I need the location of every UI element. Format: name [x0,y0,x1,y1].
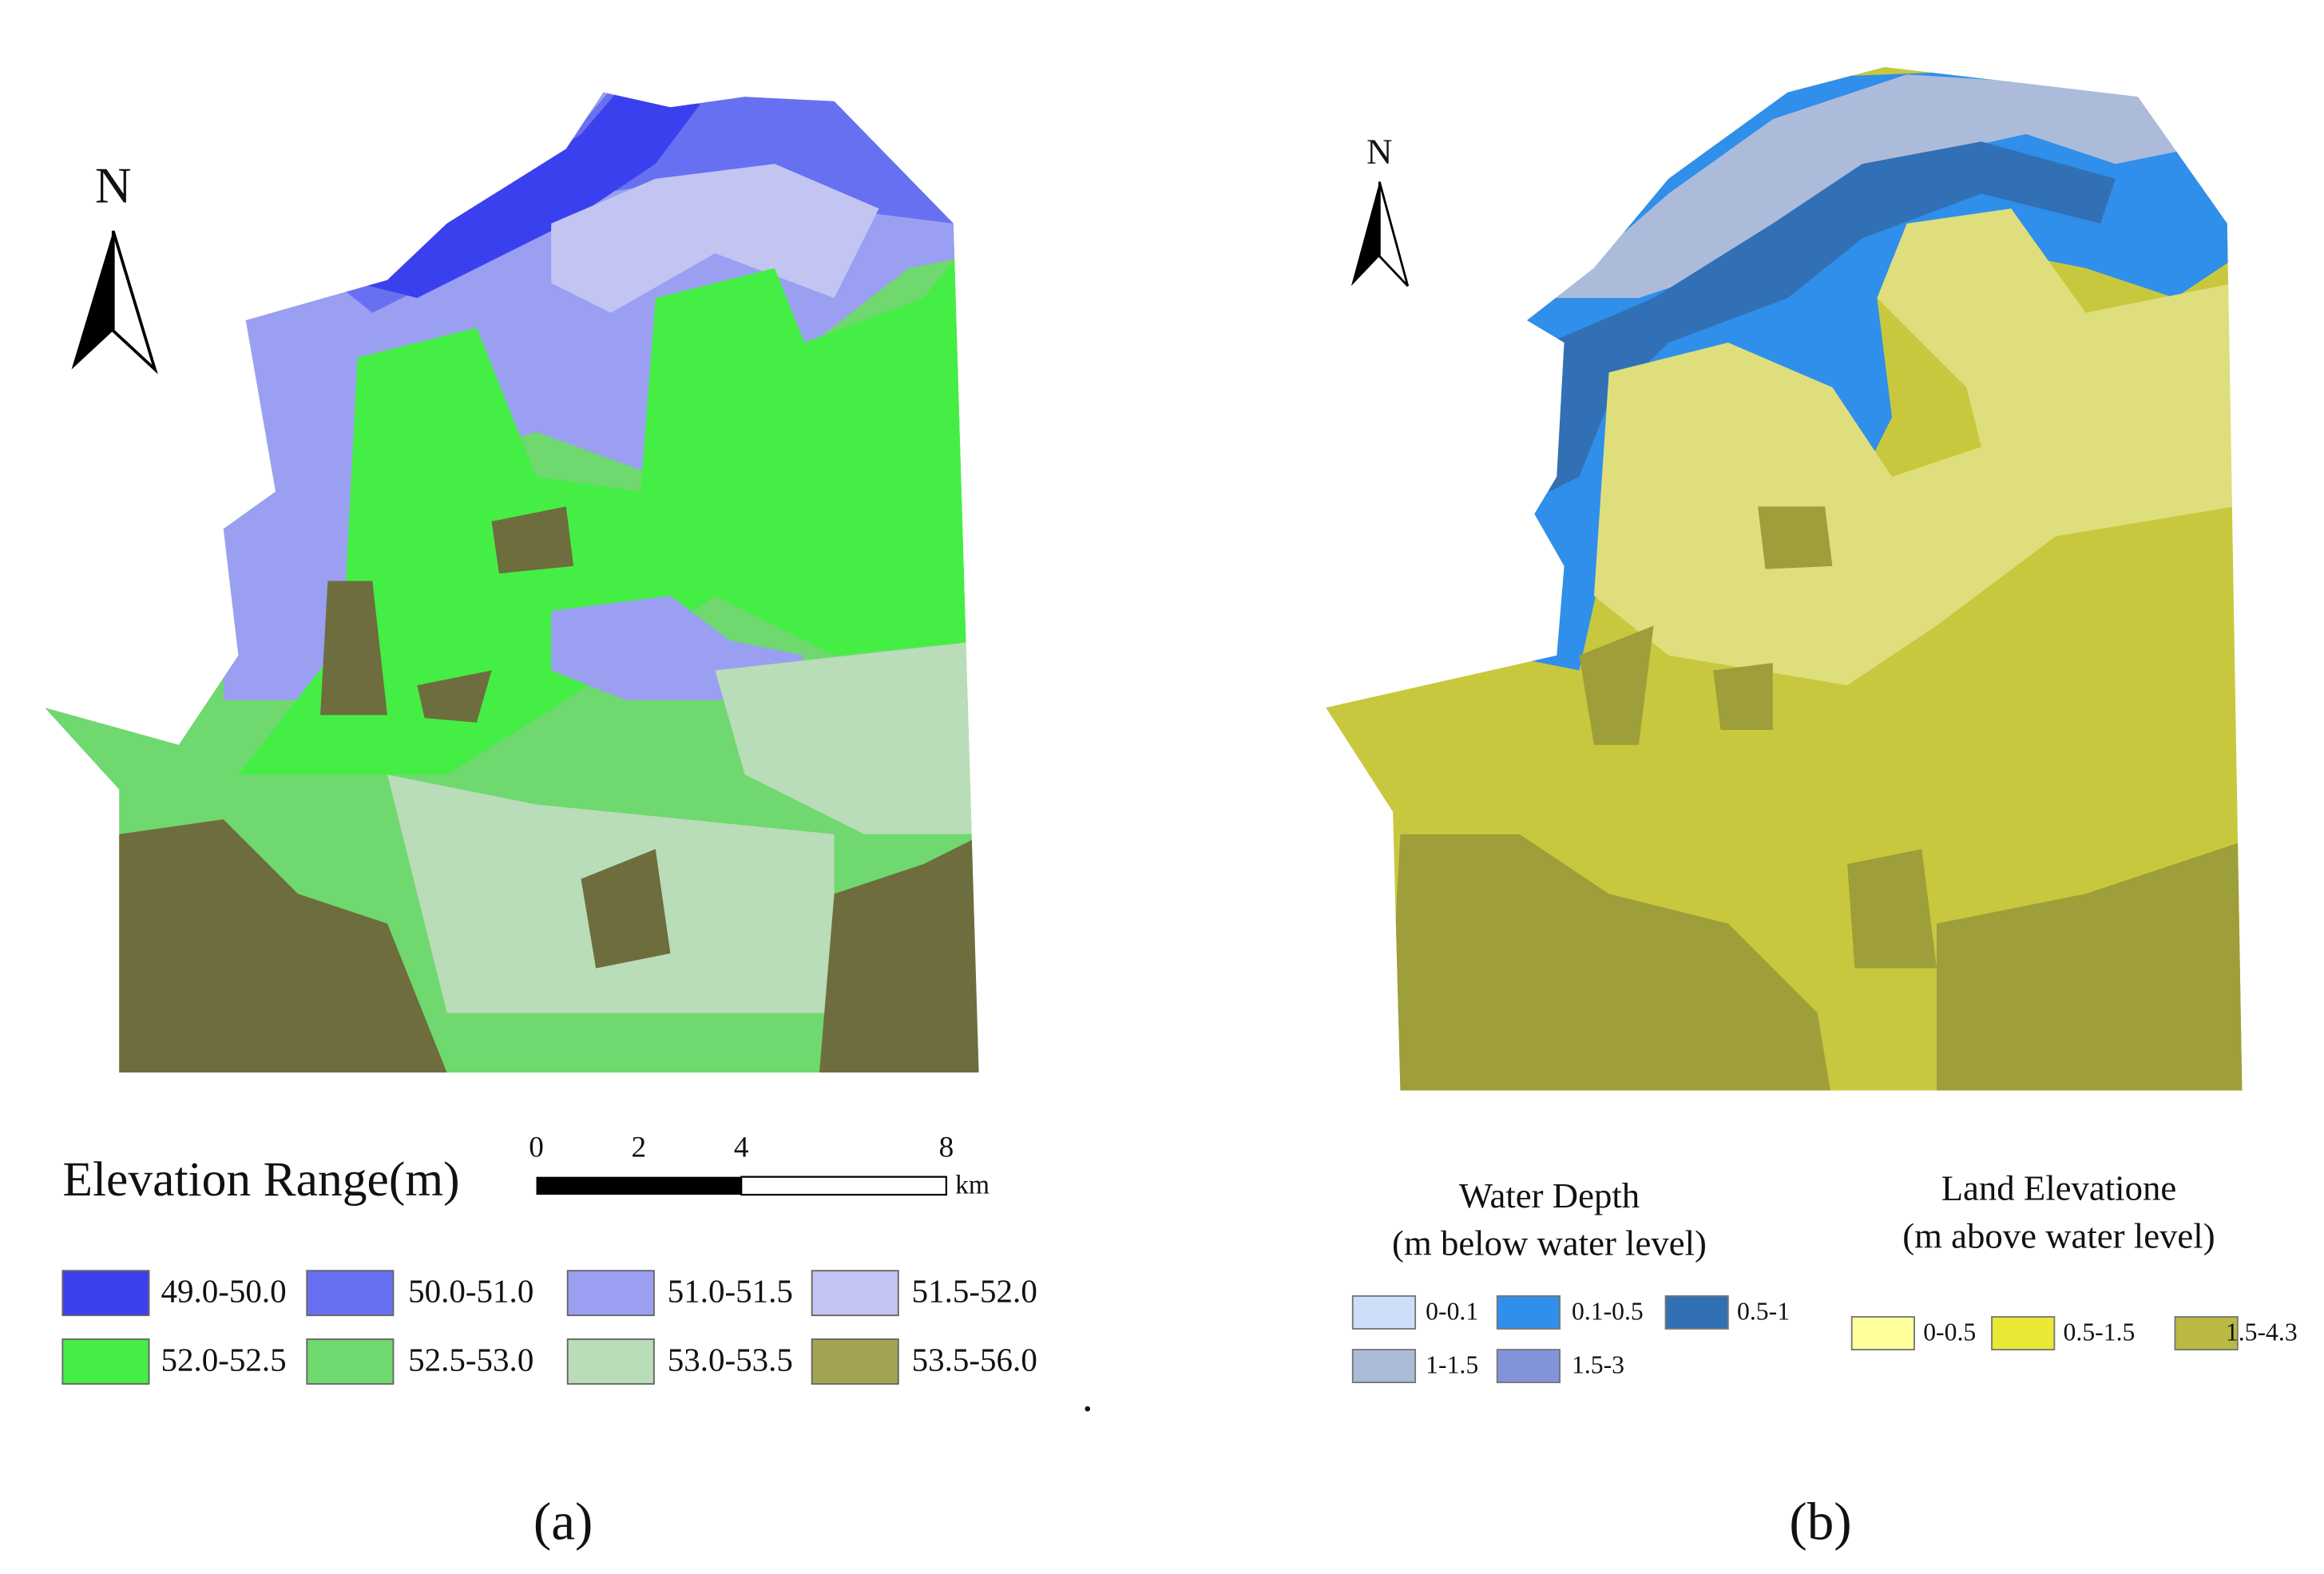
scale-segment [536,1176,742,1195]
legend-label: 49.0-50.0 [161,1272,286,1309]
legend-swatch [811,1270,899,1317]
map-region [551,164,879,313]
map-region [1549,141,2116,492]
map-region [1549,74,2191,299]
scale-tick-label: 0 [529,1132,544,1164]
legend-label: 0-0.1 [1426,1298,1478,1326]
legend-title: Land Elevatione [1941,1168,2176,1208]
legend-swatch [811,1338,899,1385]
scale-segment [740,1176,948,1196]
legend-swatch [61,1338,150,1385]
scale-tick-label: 8 [939,1132,954,1164]
map-region [238,223,979,775]
legend-label: 53.0-53.5 [668,1341,793,1378]
legend-label: 1.5-3 [1572,1351,1624,1379]
map-region [1593,208,2235,686]
legend-label: 0.5-1 [1737,1298,1790,1326]
legend-label: 0.1-0.5 [1572,1298,1644,1326]
legend-swatch [306,1338,395,1385]
legend-swatch [1496,1349,1561,1384]
legend-label: 53.5-56.0 [912,1341,1037,1378]
north-label: N [95,157,132,213]
legend-label: 50.0-51.0 [408,1272,533,1309]
legend-label: 52.0-52.5 [161,1341,286,1378]
legend-swatch [1664,1294,1729,1330]
legend-swatch [61,1270,150,1317]
legend-label: 1-1.5 [1426,1351,1478,1379]
legend-label: 0-0.5 [1923,1318,1976,1346]
legend-label: 51.5-52.0 [912,1272,1037,1309]
legend-swatch [1496,1294,1561,1330]
elevation-map [44,92,979,1073]
legend-title: (m above water level) [1902,1215,2215,1255]
legend-swatch [1991,1316,2056,1350]
legend-swatch [2174,1316,2239,1350]
legend-swatch [1850,1316,1915,1350]
legend-swatch [1351,1349,1417,1384]
map-region [89,506,979,1073]
legend-label: 51.0-51.5 [668,1272,793,1309]
map-region [1385,506,2243,1091]
depth-map [1326,66,2243,1091]
legend-swatch [1351,1294,1417,1330]
legend-title: Water Depth [1459,1176,1640,1215]
legend-label: 0.5-1.5 [2064,1318,2136,1346]
north-arrow [1350,181,1410,287]
scale-tick-label: 2 [632,1132,647,1164]
separator: . [1082,1371,1093,1421]
legend-label: 1.5-4.3 [2226,1318,2298,1346]
caption: (b) [1789,1491,1851,1551]
legend-swatch [566,1270,655,1317]
legend-title: (m below water level) [1392,1223,1707,1263]
legend-label: 52.5-53.0 [408,1341,533,1378]
north-arrow [71,230,158,375]
scale-tick-label: 4 [734,1132,749,1164]
north-label: N [1366,131,1392,171]
legend-swatch [566,1338,655,1385]
scale-unit: km [955,1170,989,1199]
map-region [357,92,700,299]
legend-swatch [306,1270,395,1317]
legend-title: Elevation Range(m) [62,1152,459,1207]
caption: (a) [533,1491,593,1551]
